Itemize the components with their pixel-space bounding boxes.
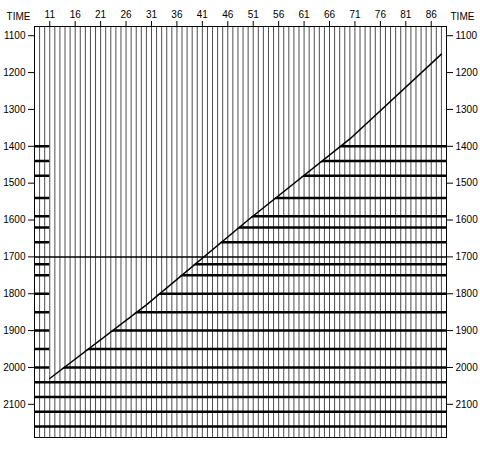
- svg-text:11: 11: [45, 9, 56, 20]
- svg-text:41: 41: [197, 9, 209, 20]
- svg-text:31: 31: [146, 9, 158, 20]
- svg-text:1600: 1600: [3, 214, 26, 225]
- svg-text:26: 26: [120, 9, 132, 20]
- svg-text:1800: 1800: [456, 288, 479, 299]
- svg-text:1700: 1700: [456, 251, 479, 262]
- svg-text:1500: 1500: [456, 177, 479, 188]
- svg-text:61: 61: [299, 9, 311, 20]
- svg-text:16: 16: [70, 9, 82, 20]
- svg-text:2000: 2000: [3, 362, 26, 373]
- svg-text:2100: 2100: [456, 399, 479, 410]
- svg-text:71: 71: [349, 9, 361, 20]
- svg-text:1200: 1200: [456, 67, 479, 78]
- svg-text:1500: 1500: [3, 177, 26, 188]
- svg-text:1900: 1900: [3, 325, 26, 336]
- svg-text:66: 66: [324, 9, 336, 20]
- svg-text:36: 36: [171, 9, 183, 20]
- svg-text:TIME: TIME: [451, 11, 475, 22]
- svg-text:81: 81: [400, 9, 412, 20]
- svg-text:51: 51: [248, 9, 260, 20]
- svg-text:1700: 1700: [3, 251, 26, 262]
- svg-text:76: 76: [375, 9, 387, 20]
- svg-text:1400: 1400: [3, 140, 26, 151]
- svg-text:1900: 1900: [456, 325, 479, 336]
- svg-text:1400: 1400: [456, 140, 479, 151]
- svg-text:1300: 1300: [3, 104, 26, 115]
- svg-text:1200: 1200: [3, 67, 26, 78]
- svg-text:TIME: TIME: [7, 11, 31, 22]
- svg-text:2100: 2100: [3, 399, 26, 410]
- svg-text:1100: 1100: [456, 30, 478, 41]
- svg-text:46: 46: [222, 9, 234, 20]
- svg-text:1300: 1300: [456, 104, 479, 115]
- svg-text:86: 86: [426, 9, 438, 20]
- svg-text:56: 56: [273, 9, 285, 20]
- svg-text:1600: 1600: [456, 214, 479, 225]
- svg-text:1100: 1100: [4, 30, 26, 41]
- svg-text:21: 21: [95, 9, 107, 20]
- svg-text:2000: 2000: [456, 362, 479, 373]
- svg-text:1800: 1800: [3, 288, 26, 299]
